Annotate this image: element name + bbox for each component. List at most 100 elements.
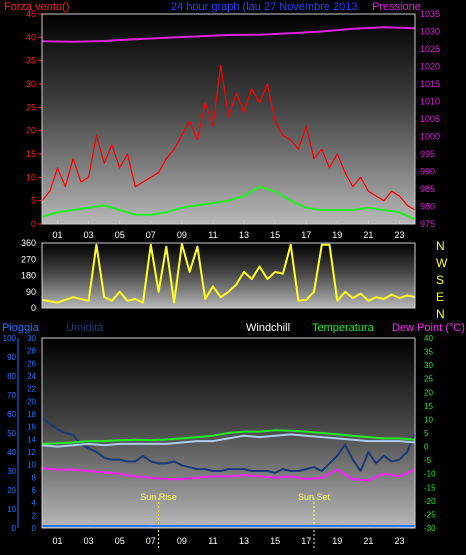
y-tick-label: 15 xyxy=(26,149,36,159)
x-tick-label: 21 xyxy=(363,230,373,240)
compass-label: N xyxy=(436,307,445,321)
dew-point-label: Dew Point (°C) xyxy=(392,322,465,334)
rain-tick-label: 18 xyxy=(27,410,36,419)
humidity-tick-label: 60 xyxy=(7,410,16,419)
y2-tick-label: 1000 xyxy=(420,132,440,142)
rain-tick-label: 2 xyxy=(32,511,37,520)
y2-tick-label: -25 xyxy=(424,510,436,519)
y2-tick-label: 1005 xyxy=(420,114,440,124)
rain-axis-label: Pioggia xyxy=(2,322,40,334)
compass-label: W xyxy=(436,256,448,270)
x-tick-label: 21 xyxy=(363,536,373,546)
x-tick-label: 23 xyxy=(394,230,404,240)
series-layer xyxy=(41,242,416,304)
series-temperature xyxy=(41,429,416,445)
y2-tick-label: 1025 xyxy=(420,44,440,54)
sun-set-label: Sun Set xyxy=(298,492,331,502)
y2-tick-label: 1015 xyxy=(420,79,440,89)
temperature-label: Temperatura xyxy=(312,322,375,334)
y2-tick-label: 40 xyxy=(424,334,433,343)
chart-title: 24 hour graph (lau 27 Novembre 2013 xyxy=(171,1,358,13)
humidity-tick-label: 80 xyxy=(7,372,16,381)
x-tick-label: 19 xyxy=(332,536,342,546)
series-dew_point xyxy=(41,467,416,482)
y-tick-label: 0 xyxy=(31,303,36,313)
rain-tick-label: 14 xyxy=(27,435,36,444)
y2-tick-label: 975 xyxy=(420,219,435,229)
y2-tick-label: 1010 xyxy=(420,97,440,107)
x-tick-label: 15 xyxy=(270,536,280,546)
y2-tick-label: -15 xyxy=(424,483,436,492)
y-tick-label: 25 xyxy=(26,102,36,112)
humidity-axis-label: Umidità xyxy=(66,322,104,334)
y2-tick-label: 1035 xyxy=(420,9,440,19)
x-tick-label: 11 xyxy=(208,230,217,240)
rain-tick-label: 16 xyxy=(27,423,36,432)
x-tick-label: 13 xyxy=(239,536,249,546)
x-tick-label: 01 xyxy=(53,230,63,240)
wind-axis-label: Forza vento() xyxy=(4,1,69,13)
plot-background xyxy=(42,14,415,224)
rain-tick-label: 10 xyxy=(27,461,36,470)
series-wind xyxy=(41,64,416,211)
axes: 0102030405060708090100024681012141618202… xyxy=(3,334,436,546)
x-tick-label: 01 xyxy=(53,536,63,546)
x-tick-label: 11 xyxy=(208,536,217,546)
y2-tick-label: 0 xyxy=(424,443,429,452)
humidity-tick-label: 0 xyxy=(12,524,17,533)
panel-temperature-humidity: 0102030405060708090100024681012141618202… xyxy=(2,322,465,550)
rain-tick-label: 28 xyxy=(27,347,36,356)
series-direction xyxy=(41,242,416,304)
y2-tick-label: 25 xyxy=(424,375,433,384)
humidity-tick-label: 20 xyxy=(7,486,16,495)
y-tick-label: 20 xyxy=(26,126,36,136)
y2-tick-label: 35 xyxy=(424,348,433,357)
x-tick-label: 07 xyxy=(146,536,156,546)
y-tick-label: 90 xyxy=(26,287,36,297)
humidity-tick-label: 50 xyxy=(7,429,16,438)
x-tick-label: 15 xyxy=(270,230,280,240)
humidity-tick-label: 90 xyxy=(7,353,16,362)
humidity-tick-label: 40 xyxy=(7,448,16,457)
y-tick-label: 5 xyxy=(31,196,36,206)
plot-frame xyxy=(41,13,416,225)
series-avg_wind xyxy=(41,185,416,221)
rain-tick-label: 22 xyxy=(27,385,36,394)
y2-tick-label: -10 xyxy=(424,470,436,479)
rain-tick-label: 26 xyxy=(27,359,36,368)
x-tick-label: 07 xyxy=(146,230,156,240)
panel-wind-pressure: 0510152025303540459759809859909951000100… xyxy=(4,1,440,240)
x-tick-label: 13 xyxy=(239,230,249,240)
y-tick-label: 270 xyxy=(21,254,36,264)
rain-tick-label: 24 xyxy=(27,372,36,381)
x-tick-label: 19 xyxy=(332,230,342,240)
rain-tick-label: 12 xyxy=(27,448,36,457)
y2-tick-label: 985 xyxy=(420,184,435,194)
x-tick-label: 03 xyxy=(84,230,94,240)
humidity-tick-label: 10 xyxy=(7,505,16,514)
y2-tick-label: 1020 xyxy=(420,62,440,72)
x-tick-label: 17 xyxy=(301,230,311,240)
y-tick-label: 40 xyxy=(26,32,36,42)
compass-label: N xyxy=(436,239,445,253)
y-tick-label: 360 xyxy=(21,238,36,248)
y2-tick-label: 15 xyxy=(424,402,433,411)
y2-tick-label: 990 xyxy=(420,167,435,177)
y-tick-label: 35 xyxy=(26,56,36,66)
rain-tick-label: 6 xyxy=(32,486,37,495)
sun-rise-label: Sun Rise xyxy=(140,492,177,502)
series-layer xyxy=(41,26,416,221)
y-tick-label: 10 xyxy=(26,172,36,182)
x-tick-label: 05 xyxy=(115,536,125,546)
y2-tick-label: -5 xyxy=(424,456,432,465)
plot-frame xyxy=(41,242,416,309)
y2-tick-label: 30 xyxy=(424,361,433,370)
y-tick-label: 0 xyxy=(31,219,36,229)
humidity-tick-label: 100 xyxy=(3,334,17,343)
rain-tick-label: 8 xyxy=(32,473,37,482)
humidity-tick-label: 30 xyxy=(7,467,16,476)
x-tick-label: 09 xyxy=(177,230,187,240)
